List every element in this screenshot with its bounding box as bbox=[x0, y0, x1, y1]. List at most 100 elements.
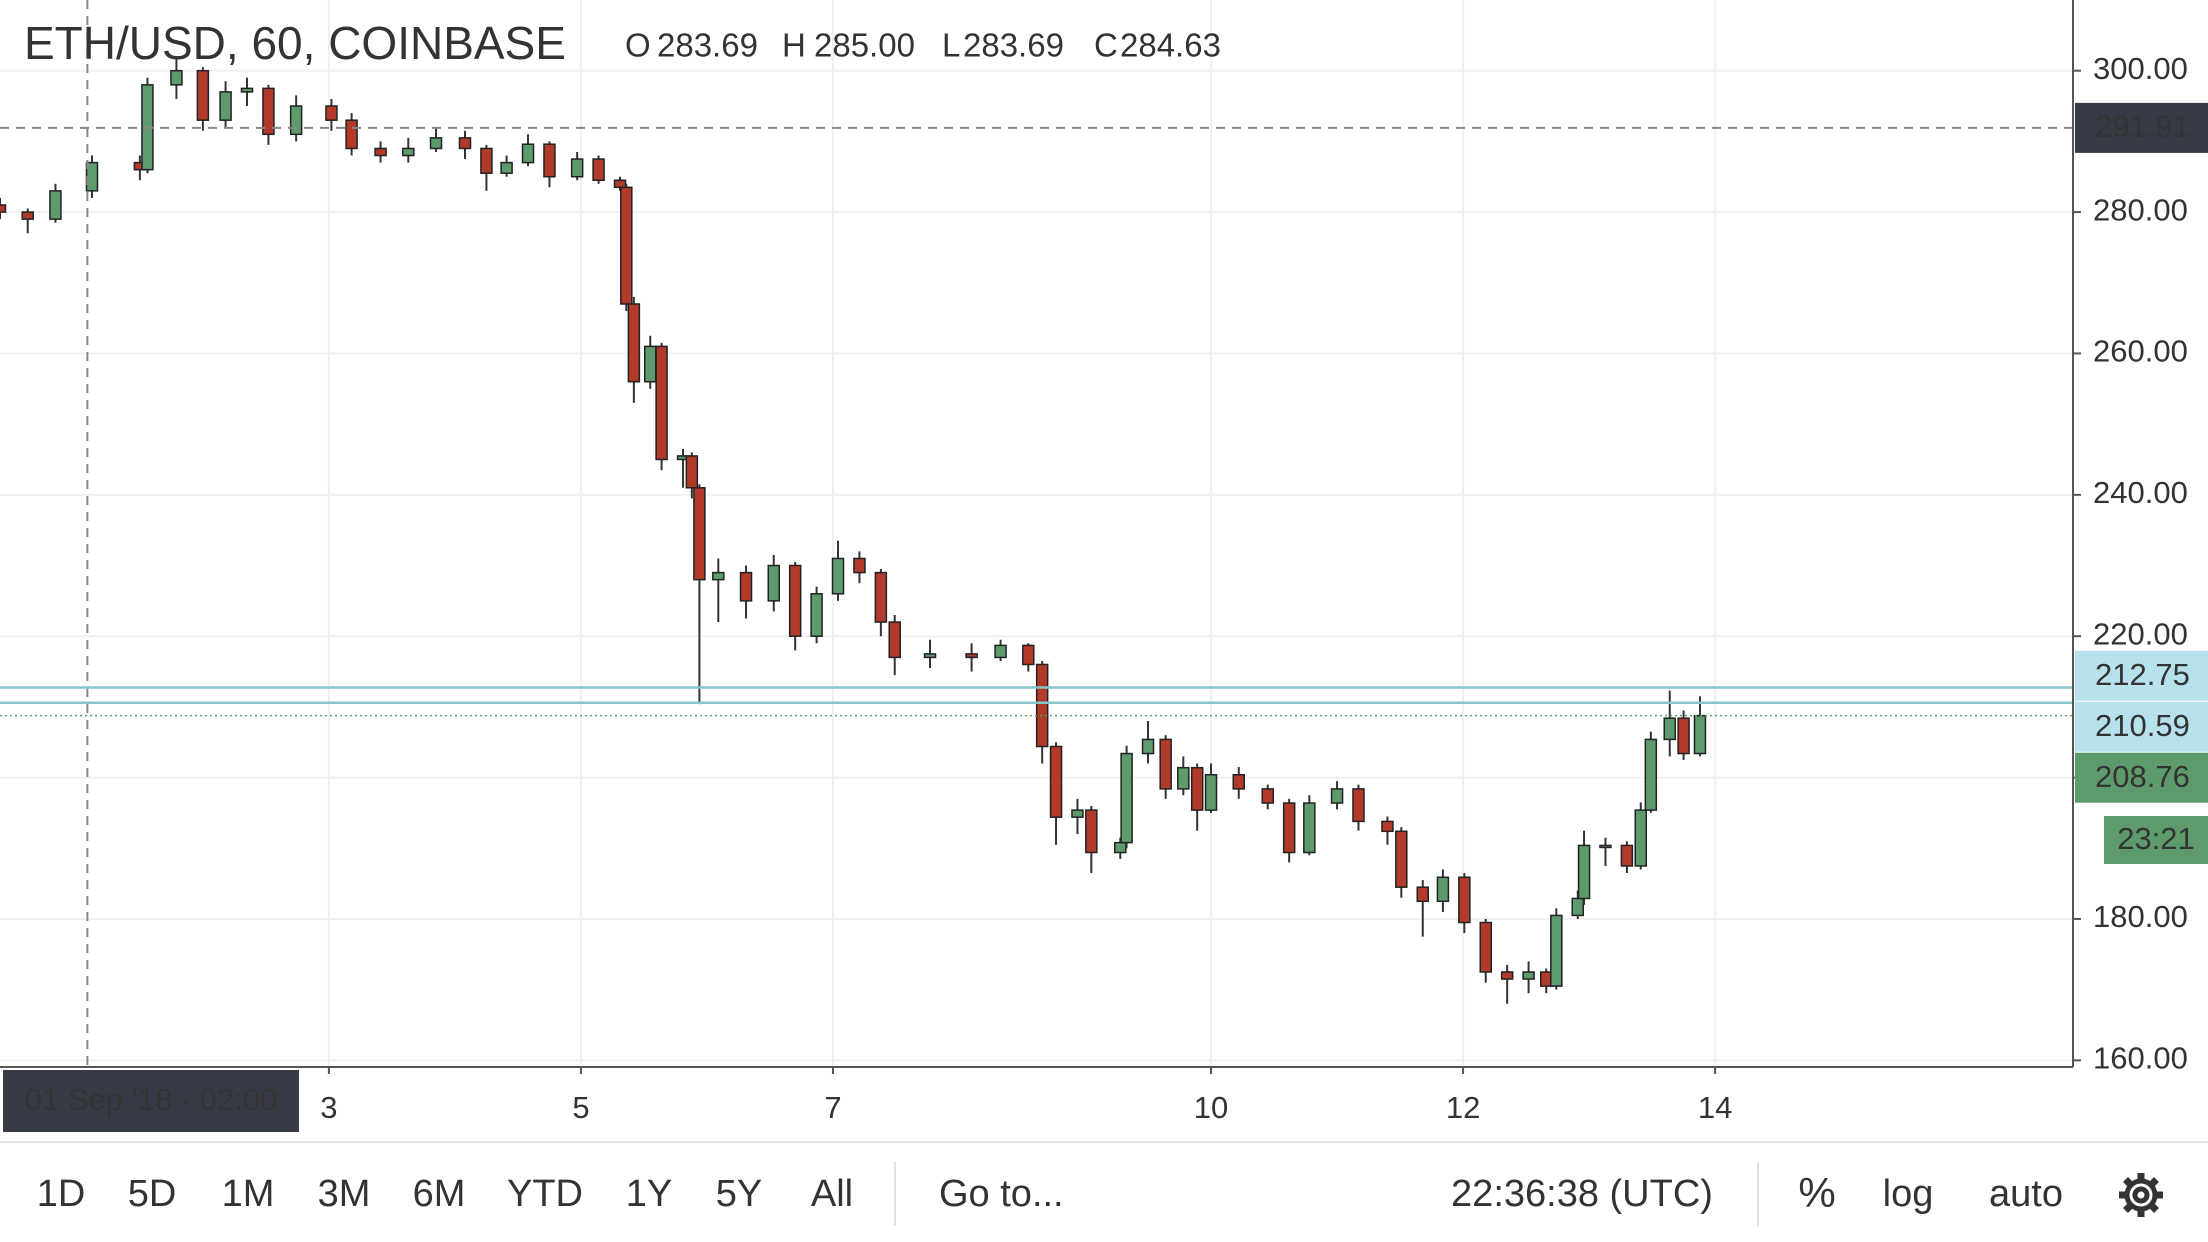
x-tick-label: 5 bbox=[572, 1090, 589, 1125]
ohlc-value: 284.63 bbox=[1120, 27, 1221, 64]
y-tick-label: 220.00 bbox=[2093, 616, 2188, 651]
candle-body bbox=[685, 455, 699, 489]
candles bbox=[0, 56, 1707, 1004]
candle-body bbox=[374, 147, 387, 157]
ohlc-key: L bbox=[942, 27, 960, 64]
clock[interactable]: 22:36:38 (UTC) bbox=[1451, 1173, 1713, 1215]
candle-body bbox=[1550, 914, 1563, 987]
candle-body bbox=[788, 564, 802, 637]
candle-body bbox=[429, 137, 443, 150]
candle-body bbox=[49, 190, 62, 220]
candle-body bbox=[739, 571, 753, 602]
countdown: 23:21 bbox=[2117, 821, 2195, 856]
candle-body bbox=[1458, 876, 1471, 924]
crosshair-price-label: 291.91 bbox=[2095, 109, 2190, 144]
crosshair-date: 01 Sep '18 · 02:00 bbox=[25, 1082, 277, 1117]
candle-body bbox=[570, 158, 584, 178]
percent-toggle[interactable]: % bbox=[1798, 1169, 1835, 1216]
candle-body bbox=[810, 593, 823, 637]
range-button[interactable]: 1D bbox=[37, 1173, 86, 1215]
candle-body bbox=[1577, 844, 1591, 900]
candle-body bbox=[1141, 738, 1155, 755]
candle-body bbox=[620, 186, 633, 305]
candle-body bbox=[1634, 809, 1648, 867]
x-tick-label: 10 bbox=[1194, 1090, 1228, 1125]
y-tick-label: 280.00 bbox=[2093, 192, 2188, 227]
candle-body bbox=[644, 345, 657, 383]
alert-price-label: 210.59 bbox=[2095, 708, 2190, 743]
alert-price-label-box bbox=[2075, 701, 2208, 752]
candle-body bbox=[543, 143, 556, 178]
candle-body bbox=[196, 69, 210, 121]
settings-icon[interactable] bbox=[2119, 1173, 2163, 1217]
ohlc-key: C bbox=[1094, 27, 1118, 64]
candle-body bbox=[219, 91, 232, 121]
range-button[interactable]: 1M bbox=[222, 1173, 275, 1215]
candle-body bbox=[1120, 752, 1133, 844]
y-tick-label: 160.00 bbox=[2093, 1041, 2188, 1076]
candle-body bbox=[1022, 644, 1035, 666]
alert-price-label: 212.75 bbox=[2095, 657, 2190, 692]
candle-body bbox=[655, 345, 668, 461]
y-tick-label: 240.00 bbox=[2093, 475, 2188, 510]
candle-body bbox=[627, 303, 641, 383]
alert-price-label-box bbox=[2075, 650, 2208, 701]
ohlc-value: 283.69 bbox=[657, 27, 758, 64]
log-toggle[interactable]: log bbox=[1883, 1173, 1934, 1215]
y-tick-label: 300.00 bbox=[2093, 51, 2188, 86]
candle-body bbox=[345, 119, 358, 150]
range-button[interactable]: 5D bbox=[128, 1173, 177, 1215]
candle-body bbox=[325, 105, 338, 121]
candle-body bbox=[21, 211, 34, 220]
goto-button[interactable]: Go to... bbox=[939, 1173, 1064, 1215]
candle-body bbox=[1114, 841, 1127, 854]
last-price-label: 208.76 bbox=[2095, 759, 2190, 794]
last-price-label-box bbox=[2075, 752, 2208, 803]
candle-body bbox=[1282, 802, 1296, 854]
candle-body bbox=[1620, 844, 1634, 867]
candle-body bbox=[1204, 774, 1218, 811]
range-button[interactable]: 5Y bbox=[716, 1173, 762, 1215]
range-button[interactable]: 3M bbox=[318, 1173, 371, 1215]
candle-body bbox=[1177, 766, 1190, 790]
candle-body bbox=[1381, 820, 1394, 833]
candle-body bbox=[1261, 788, 1274, 804]
y-tick-label: 180.00 bbox=[2093, 899, 2188, 934]
ohlc-value: 283.69 bbox=[963, 27, 1064, 64]
candle-body bbox=[1677, 717, 1690, 755]
candle-body bbox=[1571, 897, 1584, 917]
range-button[interactable]: All bbox=[811, 1173, 853, 1215]
countdown-box bbox=[2104, 816, 2208, 864]
ohlc-key: H bbox=[782, 27, 806, 64]
ohlc-value: 285.00 bbox=[814, 27, 915, 64]
candle-body bbox=[1522, 971, 1535, 980]
candle-body bbox=[0, 204, 7, 213]
candle-body bbox=[1599, 844, 1612, 849]
crosshair-date-box bbox=[3, 1070, 299, 1132]
candle-body bbox=[1352, 788, 1365, 823]
x-tick-label: 3 bbox=[320, 1090, 337, 1125]
candle-body bbox=[592, 158, 605, 182]
candle-body bbox=[521, 143, 535, 164]
candle-body bbox=[853, 557, 866, 574]
candle-body bbox=[1159, 738, 1172, 790]
crosshair-price-label-box bbox=[2075, 102, 2208, 153]
range-button[interactable]: 1Y bbox=[626, 1173, 672, 1215]
candle-body bbox=[170, 69, 183, 86]
range-button[interactable]: YTD bbox=[507, 1173, 583, 1215]
candle-body bbox=[874, 571, 888, 623]
range-button[interactable]: 6M bbox=[413, 1173, 466, 1215]
candle-body bbox=[693, 487, 706, 581]
candle-body bbox=[240, 87, 254, 93]
x-tick-label: 12 bbox=[1446, 1090, 1480, 1125]
candle-body bbox=[831, 557, 845, 595]
candle-body bbox=[262, 87, 275, 136]
auto-toggle[interactable]: auto bbox=[1989, 1173, 2063, 1215]
candle-body bbox=[402, 147, 415, 157]
chart-title: ETH/USD, 60, COINBASE bbox=[24, 17, 566, 69]
candle-body bbox=[1035, 663, 1049, 748]
candle-body bbox=[500, 161, 513, 174]
candle-body bbox=[1663, 717, 1676, 741]
